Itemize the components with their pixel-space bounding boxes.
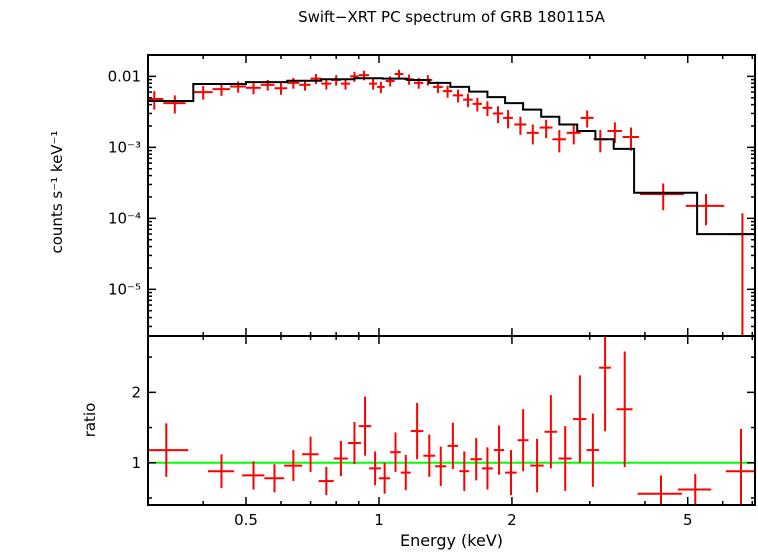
x-axis-label: Energy (keV) [399,531,504,550]
x-tick-label: 5 [683,511,693,529]
axes-frame [147,54,756,506]
y-tick-label-ratio: 1 [131,454,141,472]
ratio-data-series [148,336,755,505]
chart-title: Swift−XRT PC spectrum of GRB 180115A [298,8,605,26]
model-step-line [148,77,755,236]
y-tick-label-ratio: 2 [131,383,141,401]
y-tick-label-counts: 10⁻⁴ [108,209,141,227]
x-tick-label: 1 [374,511,384,529]
y-tick-label-counts: 10⁻³ [108,138,141,156]
x-tick-label: 0.5 [234,511,258,529]
x-tick-label: 2 [507,511,517,529]
y-tick-label-counts: 0.01 [108,67,141,85]
tick-labels: 0.5 1 2 5 0.01 10⁻³ 10⁻⁴ 10⁻⁵ 1 2 [108,67,693,529]
y-tick-label-counts: 10⁻⁵ [108,280,141,298]
spectrum-data-series [148,69,755,336]
